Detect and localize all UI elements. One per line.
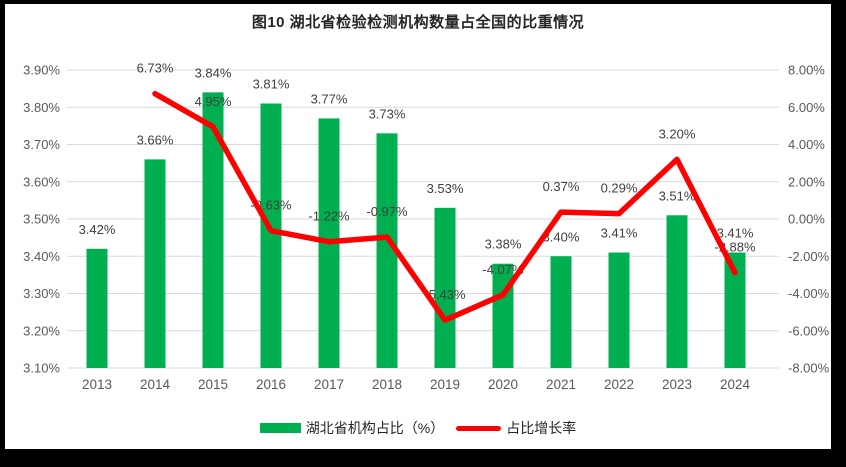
x-axis-label: 2024: [720, 377, 751, 392]
bar-label-2014: 3.66%: [137, 132, 174, 147]
x-axis-label: 2013: [82, 377, 112, 392]
line-label-2014: 6.73%: [137, 61, 174, 76]
bar-label-2013: 3.42%: [79, 222, 116, 237]
bar-label-2022: 3.41%: [601, 226, 638, 241]
chart-title: 图10 湖北省检验检测机构数量占全国的比重情况: [251, 14, 585, 31]
left-axis-tick: 3.50%: [23, 212, 60, 227]
bar-2015: [202, 92, 224, 368]
x-axis-label: 2015: [198, 377, 228, 392]
growth-rate-line: [152, 90, 738, 323]
x-axis-label: 2021: [546, 377, 576, 392]
line-data-labels: 6.73%4.95%-0.63%-1.22% -0.97%-5.43%-4.07%…: [137, 61, 756, 302]
legend-label-bar-series: 湖北省机构占比（%）: [305, 420, 445, 436]
bar-label-2021: 3.40%: [543, 229, 580, 244]
x-axis-label: 2014: [140, 377, 171, 392]
right-axis-tick: 2.00%: [788, 174, 825, 189]
x-axis-label: 2016: [256, 377, 286, 392]
left-axis-labels: 3.90% 3.80% 3.70% 3.60% 3.50% 3.40% 3.30% 3.20%…: [23, 63, 60, 376]
bar-label-2020: 3.38%: [485, 237, 522, 252]
bar-label-2023: 3.51%: [659, 188, 696, 203]
left-axis-tick: 3.60%: [23, 174, 60, 189]
line-label-2015: 4.95%: [195, 94, 232, 109]
chart-legend: 湖北省机构占比（%） 占比增长率: [5, 418, 831, 438]
x-axis-label: 2022: [604, 377, 634, 392]
bar-series-swatch-icon: [259, 423, 301, 433]
right-axis-tick: 8.00%: [788, 63, 825, 78]
line-label-2020: -4.07%: [482, 262, 524, 277]
bar-2014: [144, 159, 166, 368]
x-axis-label: 2023: [662, 377, 692, 392]
left-axis-tick: 3.20%: [23, 323, 60, 338]
bar-label-2019: 3.53%: [427, 181, 464, 196]
right-axis-tick: -8.00%: [788, 361, 830, 376]
bar-label-2016: 3.81%: [253, 77, 290, 92]
bar-label-2024: 3.41%: [717, 226, 754, 241]
bar-2024: [724, 252, 746, 368]
x-axis-labels: 2013 2014 2015 2016 2017 2018 2019 2020 2021 2022…: [82, 377, 751, 392]
x-axis-label: 2019: [430, 377, 460, 392]
left-axis-tick: 3.30%: [23, 286, 60, 301]
bar-label-2017: 3.77%: [311, 91, 348, 106]
x-axis-label: 2018: [372, 377, 402, 392]
bar-2022: [608, 252, 630, 368]
x-axis-label: 2020: [488, 377, 518, 392]
left-axis-tick: 3.40%: [23, 249, 60, 264]
right-axis-tick: 4.00%: [788, 137, 825, 152]
bar-2020: [492, 263, 514, 368]
line-label-2017: -1.22%: [308, 209, 350, 224]
line-label-2018: -0.97%: [366, 204, 408, 219]
line-series: [152, 90, 738, 323]
bar-2016: [260, 103, 282, 369]
line-label-2022: 0.29%: [601, 181, 638, 196]
right-axis-tick: 6.00%: [788, 100, 825, 115]
line-label-2019: -5.43%: [424, 287, 466, 302]
bar-data-labels: 3.42% 3.66% 3.84% 3.81% 3.77% 3.73% 3.53% 3.38%…: [79, 65, 754, 251]
bar-label-2018: 3.73%: [369, 106, 406, 121]
left-axis-tick: 3.80%: [23, 100, 60, 115]
right-axis-tick: 0.00%: [788, 212, 825, 227]
line-series-swatch-icon: [456, 425, 502, 431]
chart-plot-area: 3.90% 3.80% 3.70% 3.60% 3.50% 3.40% 3.30% 3.20%…: [23, 61, 830, 392]
legend-item-bar-series: 湖北省机构占比（%）: [259, 418, 445, 438]
gridlines: [67, 69, 779, 369]
line-label-2021: 0.37%: [543, 179, 580, 194]
right-axis-tick: -6.00%: [788, 323, 830, 338]
left-axis-tick: 3.90%: [23, 63, 60, 78]
bar-label-2015: 3.84%: [195, 65, 232, 80]
bar-2013: [86, 248, 108, 368]
legend-label-line-series: 占比增长率: [506, 420, 577, 436]
line-label-2023: 3.20%: [659, 126, 696, 141]
right-axis-labels: 8.00% 6.00% 4.00% 2.00% 0.00% -2.00% -4.00% -6.…: [788, 63, 830, 376]
right-axis-tick: -2.00%: [788, 249, 830, 264]
bar-2021: [550, 256, 572, 368]
left-axis-tick: 3.70%: [23, 137, 60, 152]
x-axis-label: 2017: [314, 377, 344, 392]
bar-2018: [376, 133, 398, 368]
bar-series: [86, 92, 746, 369]
bar-2023: [666, 215, 688, 368]
bar-2019: [434, 207, 456, 368]
chart-card: 图10 湖北省检验检测机构数量占全国的比重情况 3.90% 3.80% 3.70% 3…: [5, 4, 831, 449]
left-axis-tick: 3.10%: [23, 361, 60, 376]
right-axis-tick: -4.00%: [788, 286, 830, 301]
legend-item-line-series: 占比增长率: [456, 418, 576, 438]
